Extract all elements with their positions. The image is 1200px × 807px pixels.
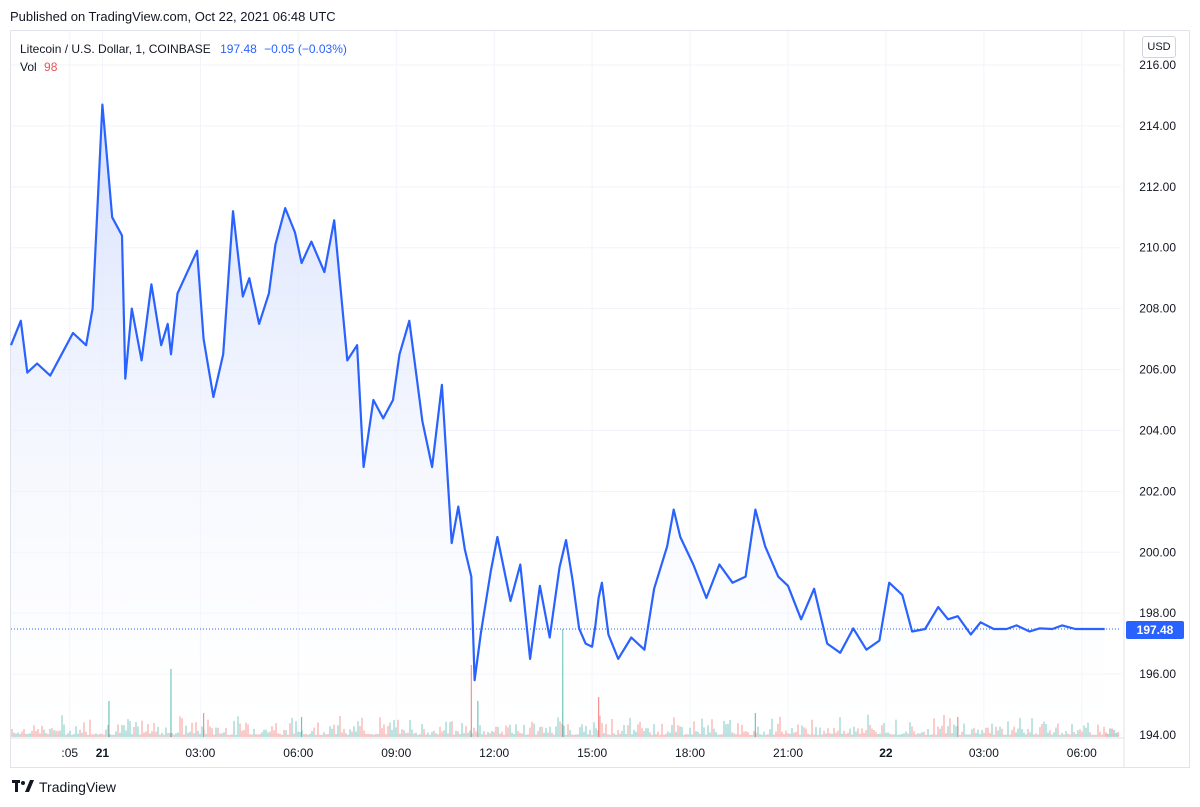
y-tick-label: 196.00 [1139, 667, 1176, 681]
y-tick-label: 202.00 [1139, 484, 1176, 498]
volume-value: 98 [44, 60, 58, 74]
price-line [9, 103, 1105, 682]
brand-name: TradingView [39, 779, 117, 795]
chart-frame[interactable] [10, 30, 1190, 768]
chart-legend: Litecoin / U.S. Dollar, 1, COINBASE 197.… [20, 40, 347, 76]
x-tick-label: 22 [879, 746, 893, 760]
y-tick-label: 214.00 [1139, 119, 1176, 133]
y-tick-label: 200.00 [1139, 545, 1176, 559]
legend-price: 197.48 [220, 42, 257, 56]
x-tick-label: 12:00 [479, 746, 509, 760]
x-tick-label: 18:00 [675, 746, 705, 760]
y-tick-label: 194.00 [1139, 728, 1176, 742]
tradingview-logo-icon [12, 780, 34, 792]
published-caption: Published on TradingView.com, Oct 22, 20… [10, 9, 336, 24]
x-tick-label: 21:00 [773, 746, 803, 760]
y-tick-label: 204.00 [1139, 423, 1176, 437]
y-tick-label: 210.00 [1139, 241, 1176, 255]
volume-label[interactable]: Vol [20, 60, 37, 74]
legend-change: −0.05 (−0.03%) [264, 42, 347, 56]
y-tick-label: 198.00 [1139, 606, 1176, 620]
x-tick-label: 03:00 [185, 746, 215, 760]
y-tick-label: 206.00 [1139, 363, 1176, 377]
price-area [11, 104, 1105, 738]
x-tick-label: 06:00 [283, 746, 313, 760]
y-tick-label: 212.00 [1139, 180, 1176, 194]
x-tick-label: 06:00 [1067, 746, 1097, 760]
y-tick-label: 208.00 [1139, 302, 1176, 316]
brand-footer[interactable]: TradingView [12, 779, 116, 795]
currency-button[interactable]: USD [1142, 36, 1176, 58]
x-tick-label: 15:00 [577, 746, 607, 760]
x-tick-label: :05 [61, 746, 78, 760]
x-tick-label: 03:00 [969, 746, 999, 760]
symbol-label[interactable]: Litecoin / U.S. Dollar, 1, COINBASE [20, 42, 211, 56]
x-tick-label: 21 [96, 746, 110, 760]
last-price-tag: 197.48 [1126, 621, 1184, 639]
x-tick-label: 09:00 [381, 746, 411, 760]
y-tick-label: 216.00 [1139, 58, 1176, 72]
